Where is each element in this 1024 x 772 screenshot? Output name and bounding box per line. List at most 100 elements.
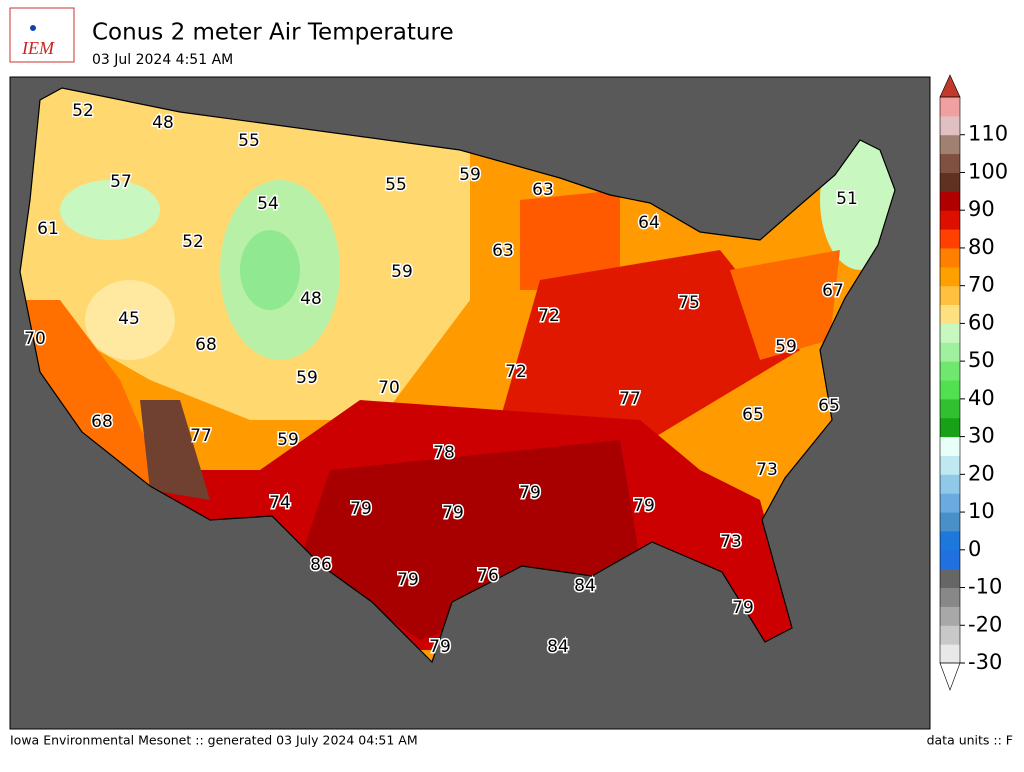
- colorbar-band: [940, 342, 960, 362]
- subtitle: 03 Jul 2024 4:51 AM: [92, 52, 233, 68]
- field: [240, 230, 300, 310]
- colorbar-band: [940, 285, 960, 306]
- colorbar-band: [940, 304, 960, 324]
- station-value: 68: [91, 412, 113, 432]
- station-value: 74: [269, 493, 291, 513]
- colorbar-band: [940, 587, 960, 607]
- colorbar-tick-label: 20: [968, 461, 995, 485]
- station-value: 63: [492, 241, 514, 261]
- station-value: 55: [385, 175, 407, 195]
- station-value: 61: [37, 219, 59, 239]
- station-value: 68: [195, 335, 217, 355]
- field: [140, 400, 210, 500]
- colorbar-band: [940, 417, 960, 438]
- colorbar-band: [940, 210, 960, 230]
- station-value: 79: [732, 598, 754, 618]
- colorbar-band: [940, 455, 960, 475]
- colorbar-arrow-bottom: [939, 662, 961, 691]
- station-value: 79: [397, 570, 419, 590]
- station-value: 48: [152, 113, 174, 133]
- colorbar-band: [940, 436, 960, 456]
- station-value: 77: [190, 426, 212, 446]
- colorbar-band: [940, 398, 960, 419]
- station-value: 59: [296, 368, 318, 388]
- station-value: 79: [633, 496, 655, 516]
- colorbar-tick-label: 70: [968, 273, 995, 297]
- station-value: 77: [619, 389, 641, 409]
- station-value: 64: [638, 213, 660, 233]
- colorbar-band: [940, 474, 960, 494]
- colorbar-tick-label: -30: [968, 650, 1002, 674]
- colorbar-band: [940, 606, 960, 626]
- station-value: 79: [350, 499, 372, 519]
- logo-icon: [30, 25, 36, 31]
- colorbar-band: [940, 512, 960, 532]
- station-value: 65: [742, 405, 764, 425]
- colorbar-tick-label: 0: [968, 537, 981, 561]
- logo-frame: [9, 7, 75, 63]
- logo: IEM: [9, 7, 75, 63]
- colorbar-band: [940, 530, 960, 551]
- station-value: 76: [477, 566, 499, 586]
- field: [730, 250, 840, 360]
- colorbar-band: [940, 247, 960, 268]
- station-value: 84: [547, 637, 569, 657]
- logo-text: IEM: [21, 38, 55, 58]
- colorbar-tick-label: 40: [968, 386, 995, 410]
- colorbar-tick-label: 60: [968, 310, 995, 334]
- colorbar-tick-label: 110: [968, 122, 1008, 146]
- colorbar-band: [940, 380, 960, 400]
- station-value: 59: [277, 430, 299, 450]
- colorbar-band: [940, 361, 960, 381]
- station-labels: 52 48 55 57 54 55 59 63 51 61 52 64 63 59 48 45 70 68 72 75…: [23, 100, 860, 659]
- colorbar-band: [940, 115, 960, 136]
- station-value: 78: [433, 443, 455, 463]
- station-value: 79: [519, 483, 541, 503]
- station-value: 48: [300, 289, 322, 309]
- station-value: 70: [378, 378, 400, 398]
- colorbar-tick-label: 100: [968, 159, 1008, 183]
- station-value: 79: [429, 637, 451, 657]
- colorbar-band: [940, 153, 960, 173]
- colorbar-band: [940, 493, 960, 513]
- colorbar-band: [940, 568, 960, 589]
- colorbar-band: [940, 134, 960, 155]
- station-value: 84: [574, 576, 596, 596]
- station-value: 79: [442, 503, 464, 523]
- colorbar-band: [940, 644, 960, 664]
- station-value: 59: [391, 262, 413, 282]
- station-value: 67: [822, 281, 844, 301]
- colorbar-tick-label: 50: [968, 348, 995, 372]
- colorbar-frame: [939, 96, 961, 664]
- colorbar-band: [940, 97, 960, 117]
- colorbar-tick-label: 80: [968, 235, 995, 259]
- colorbar-tick-label: 90: [968, 197, 995, 221]
- field: [500, 250, 800, 440]
- footer-left: Iowa Environmental Mesonet :: generated …: [10, 733, 418, 748]
- station-value: 57: [110, 172, 132, 192]
- colorbar-band: [940, 323, 960, 343]
- station-value: 72: [505, 362, 527, 382]
- title: Conus 2 meter Air Temperature: [92, 20, 454, 46]
- colorbar-band: [940, 172, 960, 192]
- station-value: 72: [538, 306, 560, 326]
- colorbar-band: [940, 266, 960, 287]
- field: [520, 190, 620, 290]
- station-value: 54: [257, 194, 279, 214]
- station-value: 75: [678, 293, 700, 313]
- station-value: 73: [720, 532, 742, 552]
- field: [60, 180, 160, 240]
- colorbar-tick-label: 30: [968, 424, 995, 448]
- field: [85, 280, 175, 360]
- station-value: 86: [310, 555, 332, 575]
- station-value: 73: [756, 460, 778, 480]
- colorbar: -30 -20 -10 0 10 20 30 40 50 60 70 80 90 100 110: [939, 74, 1008, 691]
- station-value: 52: [72, 101, 94, 121]
- colorbar-arrow-top: [939, 74, 961, 98]
- station-value: 63: [532, 180, 554, 200]
- colorbar-band: [940, 191, 960, 211]
- station-value: 51: [836, 189, 858, 209]
- us-outline: [19, 87, 896, 664]
- colorbar-band: [940, 229, 960, 249]
